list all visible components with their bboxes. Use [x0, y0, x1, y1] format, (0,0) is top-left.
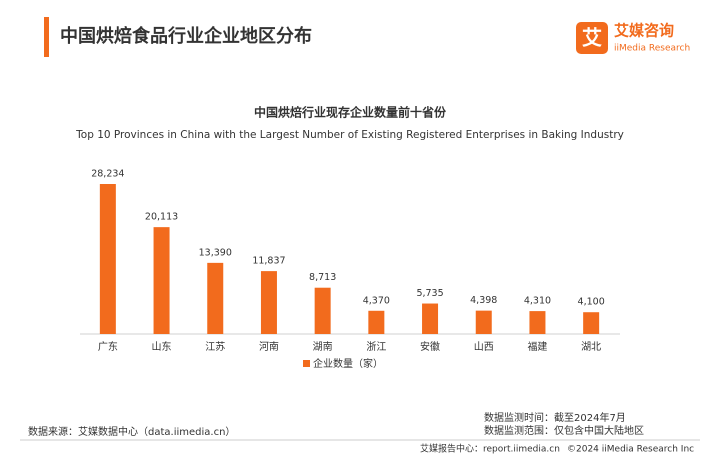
report-center: 艾媒报告中心：report.iimedia.cn — [420, 443, 560, 455]
x-tick-label: 安徽 — [420, 340, 440, 353]
logo-en: iiMedia Research — [614, 44, 690, 54]
x-tick-label: 湖南 — [313, 340, 333, 353]
x-tick-label: 广东 — [98, 340, 118, 353]
bar — [314, 287, 331, 334]
copyright: ©2024 iiMedia Research Inc — [567, 445, 694, 455]
value-label: 4,398 — [470, 295, 497, 306]
logo-cn: 艾媒咨询 — [614, 22, 674, 40]
value-label: 4,100 — [578, 297, 605, 308]
bar — [153, 227, 170, 334]
value-label: 11,837 — [252, 256, 285, 267]
bar — [529, 311, 546, 334]
value-label: 28,234 — [91, 169, 124, 180]
x-tick-label: 山东 — [152, 340, 172, 353]
x-tick-label: 浙江 — [366, 341, 386, 353]
monitor-time: 数据监测时间：截至2024年7月 — [484, 411, 626, 424]
bar — [99, 184, 116, 334]
logo-box — [576, 22, 608, 54]
x-tick-label: 河南 — [259, 340, 279, 353]
title-accent — [44, 17, 49, 57]
value-label: 20,113 — [145, 212, 178, 223]
legend-swatch — [303, 360, 310, 367]
bar — [422, 303, 439, 334]
logo-mark: 艾 — [582, 26, 602, 50]
value-label: 4,310 — [524, 296, 551, 307]
value-label: 4,370 — [363, 295, 390, 306]
value-label: 5,735 — [416, 288, 443, 299]
bar — [583, 312, 600, 334]
x-tick-label: 福建 — [527, 340, 547, 353]
bar — [207, 262, 224, 334]
bar — [368, 310, 385, 334]
value-label: 13,390 — [199, 247, 232, 258]
x-tick-label: 湖北 — [581, 341, 601, 353]
monitor-scope: 数据监测范围：仅包含中国大陆地区 — [484, 424, 644, 437]
legend-label: 企业数量（家） — [313, 357, 383, 370]
plot: 28,234 20,113 13,390 11,837 8,713 4,370 5,735 4… — [91, 169, 605, 371]
bar — [475, 310, 492, 334]
bar — [260, 271, 277, 334]
value-label: 8,713 — [309, 272, 336, 283]
x-tick-label: 山西 — [474, 341, 494, 353]
x-tick-label: 江苏 — [205, 340, 225, 353]
chart-subtitle: Top 10 Provinces in China with the Large… — [75, 129, 624, 141]
page-title: 中国烘焙食品行业企业地区分布 — [60, 25, 312, 47]
chart-title: 中国烘焙行业现存企业数量前十省份 — [254, 105, 447, 120]
source: 数据来源：艾媒数据中心（data.iimedia.cn） — [28, 425, 235, 438]
